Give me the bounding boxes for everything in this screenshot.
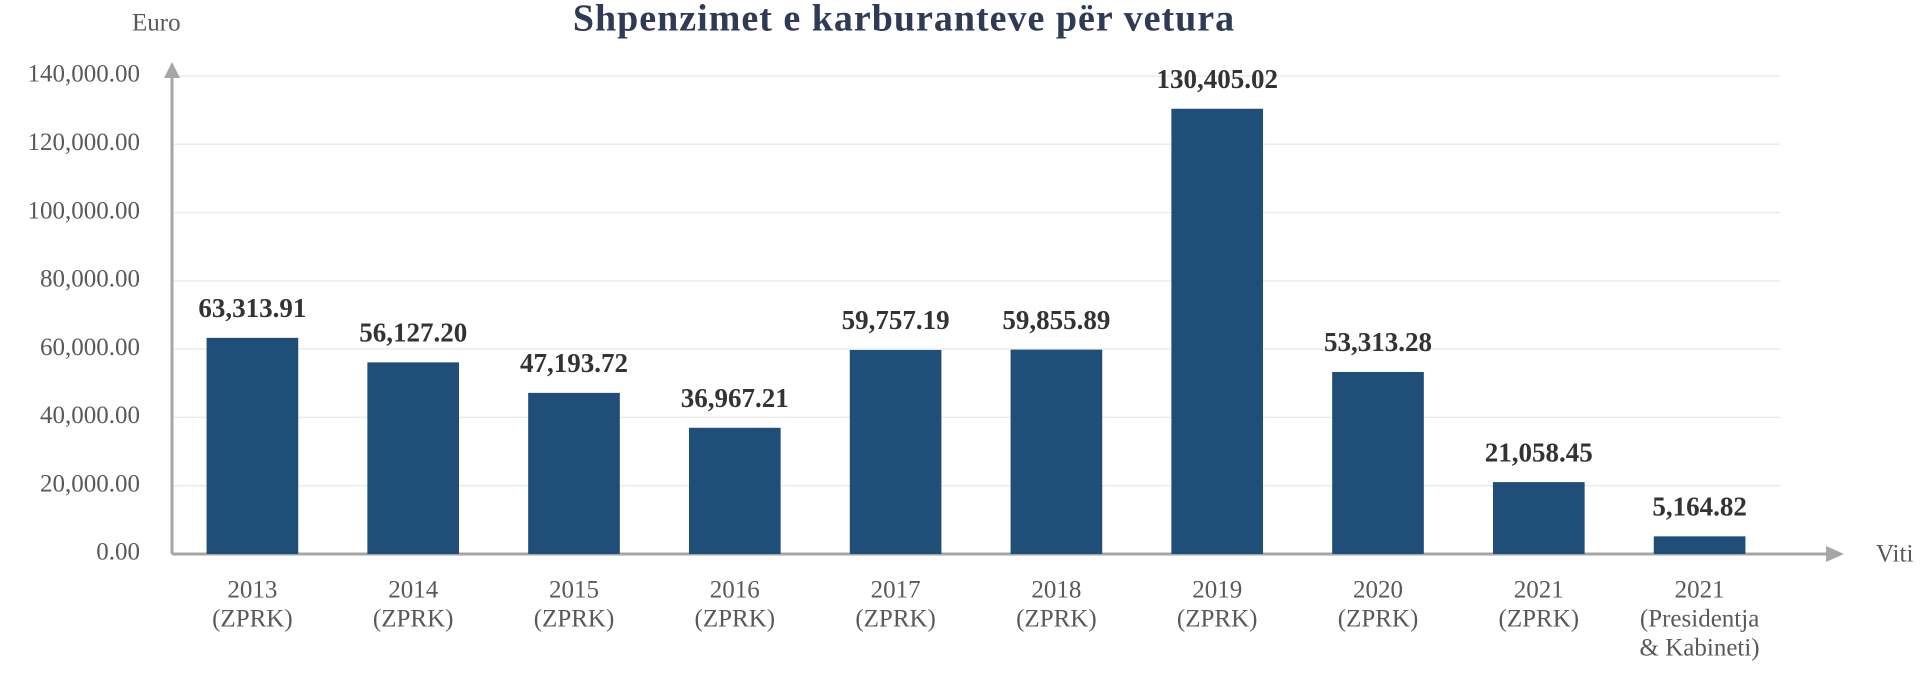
x-tick-label: (ZPRK) bbox=[1338, 606, 1419, 633]
x-tick-label: (Presidentja bbox=[1640, 606, 1759, 633]
x-tick-label: 2014 bbox=[388, 577, 439, 604]
x-tick-label: 2021 bbox=[1514, 577, 1564, 604]
x-tick-label: (ZPRK) bbox=[695, 606, 776, 633]
value-label: 59,855.89 bbox=[1002, 305, 1110, 335]
x-tick-label: 2019 bbox=[1192, 577, 1242, 604]
x-tick-label: 2016 bbox=[710, 577, 760, 604]
x-tick-label: (ZPRK) bbox=[1499, 606, 1580, 633]
y-tick-label: 0.00 bbox=[96, 539, 140, 566]
y-tick-label: 100,000.00 bbox=[28, 197, 141, 224]
x-tick-label: 2020 bbox=[1353, 577, 1403, 604]
value-label: 36,967.21 bbox=[681, 383, 789, 413]
x-tick-label: 2021 bbox=[1675, 577, 1725, 604]
value-label: 130,405.02 bbox=[1156, 64, 1278, 94]
bar bbox=[528, 392, 620, 554]
bar bbox=[367, 362, 460, 554]
y-tick-label: 120,000.00 bbox=[28, 129, 141, 156]
y-tick-label: 140,000.00 bbox=[28, 61, 141, 88]
y-tick-label: 20,000.00 bbox=[40, 470, 140, 497]
chart-title: Shpenzimet e karburanteve për vetura bbox=[573, 0, 1235, 40]
value-label: 53,313.28 bbox=[1324, 327, 1432, 357]
value-label: 63,313.91 bbox=[198, 293, 306, 323]
x-tick-label: (ZPRK) bbox=[855, 606, 936, 633]
value-label: 21,058.45 bbox=[1485, 437, 1593, 467]
x-tick-label: (ZPRK) bbox=[1177, 606, 1258, 633]
x-axis-label: Viti bbox=[1876, 541, 1913, 568]
value-label: 47,193.72 bbox=[520, 348, 628, 378]
y-tick-label: 80,000.00 bbox=[40, 266, 140, 293]
bar bbox=[688, 427, 781, 554]
y-tick-label: 40,000.00 bbox=[40, 402, 140, 429]
x-tick-label: (ZPRK) bbox=[1016, 606, 1097, 633]
bar bbox=[849, 349, 942, 554]
value-label: 56,127.20 bbox=[359, 318, 467, 348]
x-tick-label: (ZPRK) bbox=[534, 606, 615, 633]
x-tick-label: (ZPRK) bbox=[212, 606, 293, 633]
bar bbox=[1332, 371, 1424, 554]
x-axis-arrow bbox=[1826, 546, 1844, 562]
value-label: 5,164.82 bbox=[1652, 492, 1747, 522]
bar bbox=[1653, 536, 1746, 554]
y-axis-label: Euro bbox=[132, 10, 181, 37]
bar bbox=[1171, 108, 1264, 554]
bar bbox=[206, 337, 299, 554]
x-tick-label: 2013 bbox=[227, 577, 277, 604]
y-axis-arrow bbox=[164, 62, 180, 78]
bar bbox=[1492, 482, 1585, 554]
x-tick-label: 2015 bbox=[549, 577, 599, 604]
x-tick-label: & Kabineti) bbox=[1640, 635, 1760, 662]
bar bbox=[1010, 349, 1103, 554]
x-tick-label: 2018 bbox=[1031, 577, 1081, 604]
y-tick-label: 60,000.00 bbox=[40, 334, 140, 361]
x-tick-label: (ZPRK) bbox=[373, 606, 454, 633]
x-tick-label: 2017 bbox=[871, 577, 921, 604]
value-label: 59,757.19 bbox=[842, 305, 950, 335]
